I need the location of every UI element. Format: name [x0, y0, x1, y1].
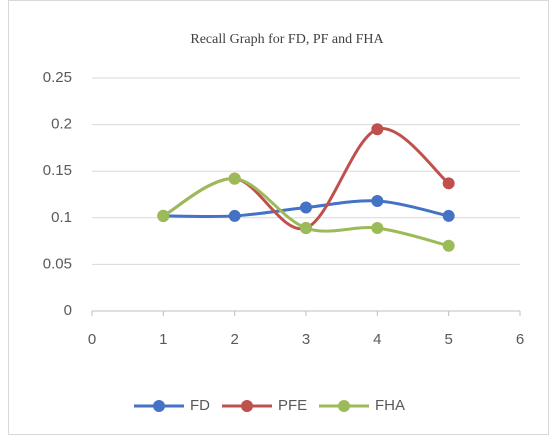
legend-label: FD — [190, 397, 210, 414]
y-tick-label: 0.25 — [43, 69, 72, 86]
y-tick-label: 0.05 — [43, 255, 72, 272]
marker — [442, 209, 455, 222]
marker — [300, 222, 312, 235]
x-tick-label: 3 — [302, 331, 310, 348]
marker — [442, 239, 455, 252]
marker — [300, 201, 312, 214]
legend-marker — [338, 400, 350, 412]
x-tick-label: 2 — [230, 331, 238, 348]
marker — [157, 209, 170, 222]
marker — [442, 177, 455, 190]
y-tick-label: 0.15 — [43, 162, 72, 179]
chart-title: Recall Graph for FD, PF and FHA — [190, 32, 384, 47]
legend-label: PFE — [278, 397, 307, 414]
marker — [371, 222, 384, 235]
x-tick-label: 4 — [373, 331, 381, 348]
marker — [371, 195, 384, 208]
y-tick-label: 0.1 — [51, 209, 72, 226]
y-tick-label: 0 — [64, 302, 72, 319]
y-tick-label: 0.2 — [51, 116, 72, 133]
x-tick-label: 6 — [516, 331, 524, 348]
x-tick-label: 0 — [88, 331, 96, 348]
legend-marker — [153, 400, 165, 412]
legend-label: FHA — [375, 397, 405, 414]
x-tick-label: 1 — [159, 331, 167, 348]
marker — [228, 172, 241, 185]
legend-marker — [241, 400, 253, 412]
marker — [371, 123, 384, 136]
x-tick-label: 5 — [444, 331, 452, 348]
marker — [228, 209, 241, 222]
